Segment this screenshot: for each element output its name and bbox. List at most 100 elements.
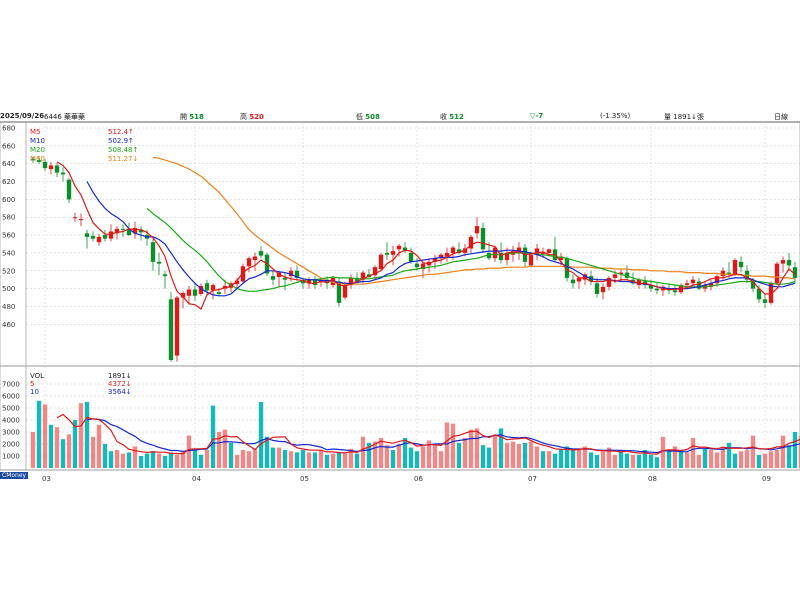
volume-bar [792, 432, 798, 468]
volume-bar [750, 435, 756, 468]
price-tick-label: 640 [2, 160, 15, 168]
legend-vol5-value: 4372↓ [108, 380, 132, 388]
candle-body [648, 285, 654, 289]
volume-tick-label: 1000 [2, 453, 20, 461]
x-tick-label: 06 [414, 475, 423, 483]
header-date: 2025/09/26 [0, 112, 45, 120]
candle-body [624, 272, 630, 278]
candle-body [234, 280, 240, 285]
legend-vol-name: VOL [30, 372, 45, 380]
candle-body [474, 226, 480, 234]
volume-bar [540, 451, 546, 468]
volume-bar [552, 453, 558, 468]
price-tick-label: 600 [2, 196, 15, 204]
candle-body [258, 251, 264, 256]
volume-bar [762, 453, 768, 468]
volume-bar [576, 448, 582, 468]
volume-bar [636, 454, 642, 468]
volume-bar [228, 442, 234, 468]
volume-bar [384, 445, 390, 468]
volume-bar [402, 438, 408, 468]
candle-body [36, 160, 42, 162]
volume-bar [642, 450, 648, 468]
volume-bar [414, 451, 420, 468]
volume-bar [240, 450, 246, 468]
candle-body [54, 165, 60, 173]
volume-bar [378, 438, 384, 468]
legend-ma60-name: M60 [30, 155, 45, 163]
candle-body [432, 258, 438, 262]
volume-tick-label: 4000 [2, 417, 20, 425]
volume-bar [666, 450, 672, 468]
volume-bar [672, 446, 678, 468]
candle-body [324, 279, 330, 284]
candle-body [114, 228, 120, 234]
x-tick-label: 04 [192, 475, 201, 483]
candle-body [102, 235, 108, 239]
moving-average-lines [56, 156, 796, 311]
legend-ma10-name: M10 [30, 137, 45, 145]
volume-bar [276, 447, 282, 468]
volume-bar [498, 428, 504, 468]
price-tick-label: 480 [2, 303, 15, 311]
volume-bar [774, 450, 780, 468]
volume-bar [432, 444, 438, 468]
candle-body [270, 276, 276, 280]
volume-bar [78, 403, 84, 468]
volume-bar [630, 454, 636, 468]
volume-bar [324, 454, 330, 468]
volume-bar [222, 429, 228, 468]
candle-body [594, 283, 600, 294]
volume-bar [720, 447, 726, 468]
price-tick-label: 520 [2, 267, 15, 275]
volume-bar [120, 453, 126, 468]
volume-tick-label: 6000 [2, 393, 20, 401]
volume-bar [42, 404, 48, 468]
legend-ma10-value: 502.9↑ [108, 137, 134, 145]
volume-bar [348, 448, 354, 468]
candle-body [402, 247, 408, 252]
candle-body [180, 293, 186, 298]
candle-body [126, 229, 132, 236]
volume-bar [510, 441, 516, 468]
volume-bar [138, 456, 144, 468]
candle-body [42, 161, 48, 169]
candle-body [486, 252, 492, 259]
volume-bar [696, 454, 702, 468]
volume-bar [450, 423, 456, 468]
volume-bar [522, 442, 528, 468]
volume-bar [708, 450, 714, 468]
legend-ma20-name: M20 [30, 146, 45, 154]
volume-bar [330, 453, 336, 468]
candle-body [72, 217, 78, 219]
volume-bar [216, 432, 222, 468]
volume-bar [342, 453, 348, 468]
volume-bar [474, 428, 480, 468]
volume-bar [690, 438, 696, 468]
volume-bar [312, 452, 318, 468]
volume-bar [744, 450, 750, 468]
candle-body [312, 279, 318, 286]
volume-bar [126, 452, 132, 468]
volume-bar [480, 445, 486, 468]
volume-bar [468, 429, 474, 468]
candle-body [294, 270, 300, 278]
candle-body [336, 281, 342, 303]
candle-body [78, 219, 84, 221]
candle-body [438, 254, 444, 259]
period-selector[interactable]: 日線 [774, 113, 788, 121]
candle-body [564, 258, 570, 278]
header-open: 開 518 [180, 113, 204, 121]
volume-bar [294, 452, 300, 468]
cmoney-watermark: CMoney [0, 472, 29, 479]
volume-bar [504, 442, 510, 468]
header-change-pct: (-1.35%) [600, 112, 631, 120]
candle-body [504, 252, 510, 261]
candle-body [558, 256, 564, 261]
volume-bar [252, 448, 258, 468]
candle-body [210, 285, 216, 291]
volume-bar [186, 435, 192, 468]
price-tick-label: 620 [2, 178, 15, 186]
candle-body [396, 245, 402, 250]
candle-body [300, 281, 306, 284]
